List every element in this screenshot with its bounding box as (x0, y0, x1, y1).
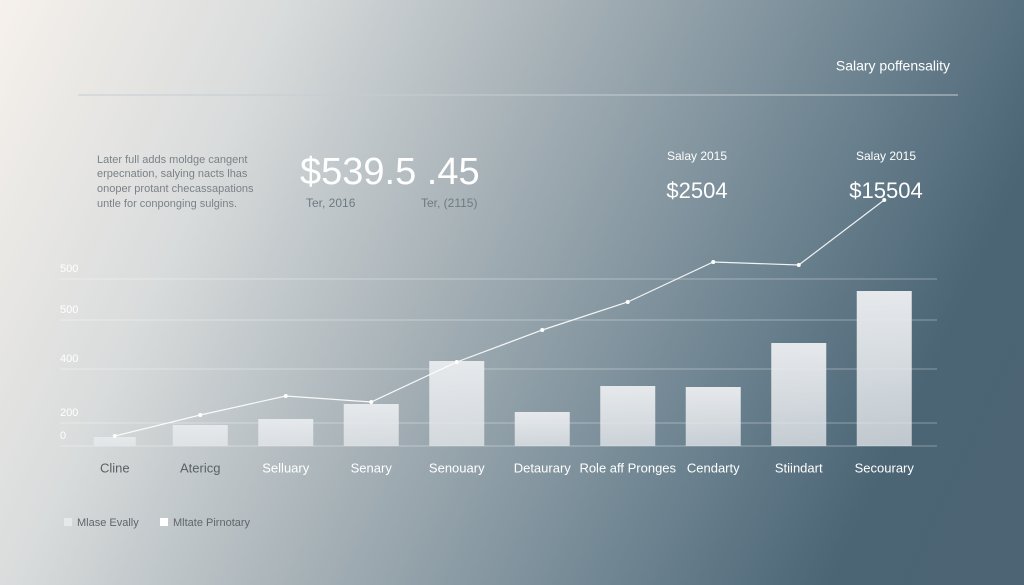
line-point (369, 400, 374, 404)
bar (771, 343, 827, 446)
line-point (540, 328, 545, 332)
line (114, 199, 885, 437)
bar (856, 291, 912, 446)
callout-value: $2504 (666, 178, 727, 203)
bar (258, 419, 314, 446)
line-point (454, 360, 459, 364)
chart-title: Salary poffensality (836, 58, 950, 74)
legend-label: Mlase Evally (77, 517, 139, 529)
headline-label: Ter, 2016 (306, 196, 356, 210)
x-tick-label: Detaurary (514, 460, 572, 475)
x-tick-label: Secourary (855, 460, 915, 475)
bar (343, 404, 399, 446)
bar (600, 386, 656, 446)
description-line: erpecnation, salying nacts lhas (97, 168, 248, 180)
y-tick-label: 500 (60, 304, 78, 316)
bar (429, 361, 485, 446)
legend-swatch (160, 518, 168, 526)
x-tick-label: Selluary (262, 460, 309, 475)
x-tick-label: Senouary (429, 460, 485, 475)
callout-label: Salay 2015 (667, 149, 727, 163)
line-point (283, 394, 288, 398)
y-tick-label: 0 (60, 430, 66, 442)
line-point (112, 434, 117, 438)
y-tick-label: 200 (60, 407, 78, 419)
x-tick-label: Cline (100, 460, 130, 475)
description-line: onoper protant checassapations (97, 183, 254, 195)
bar (514, 412, 570, 446)
bar (93, 437, 136, 446)
x-tick-label: Role aff Pronges (579, 460, 676, 475)
description-line: Later full adds moldge cangent (97, 154, 247, 166)
callout-label: Salay 2015 (856, 149, 916, 163)
x-tick-label: Atericg (180, 460, 220, 475)
legend-swatch (64, 518, 72, 526)
legend-label: Mltate Pirnotary (173, 517, 251, 529)
headline-value: $539.5 .45 (300, 151, 480, 193)
bar (685, 387, 741, 446)
callout-value: $15504 (849, 178, 922, 203)
x-tick-label: Senary (351, 460, 393, 475)
line-point (882, 198, 887, 202)
x-tick-label: Cendarty (687, 460, 740, 475)
y-tick-label: 400 (60, 353, 78, 365)
line-point (625, 300, 630, 304)
bar (172, 425, 228, 446)
line-point (796, 263, 801, 267)
description-line: untle for conponging sulgins. (97, 198, 237, 210)
line-point (711, 260, 716, 264)
x-tick-label: Stiindart (775, 460, 823, 475)
y-tick-label: 500 (60, 263, 78, 275)
headline-label: Ter, (2115) (421, 196, 477, 210)
line-point (198, 413, 203, 417)
